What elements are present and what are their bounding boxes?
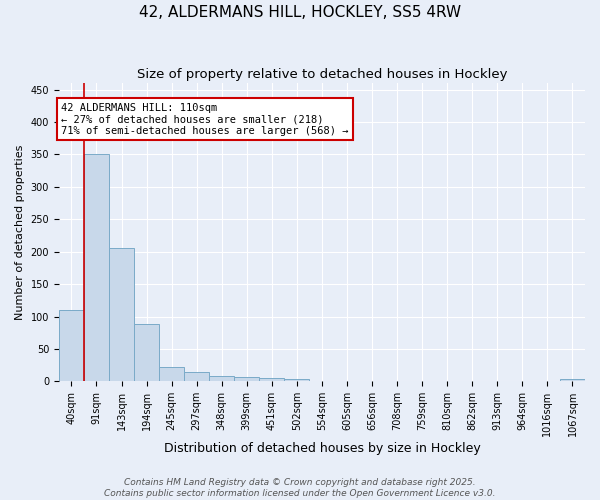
Text: 42 ALDERMANS HILL: 110sqm
← 27% of detached houses are smaller (218)
71% of semi: 42 ALDERMANS HILL: 110sqm ← 27% of detac… xyxy=(61,102,349,136)
Bar xyxy=(284,380,310,382)
Title: Size of property relative to detached houses in Hockley: Size of property relative to detached ho… xyxy=(137,68,507,80)
Text: 42, ALDERMANS HILL, HOCKLEY, SS5 4RW: 42, ALDERMANS HILL, HOCKLEY, SS5 4RW xyxy=(139,5,461,20)
Bar xyxy=(184,372,209,382)
Y-axis label: Number of detached properties: Number of detached properties xyxy=(15,144,25,320)
Bar xyxy=(560,380,585,382)
Bar xyxy=(59,310,84,382)
Bar xyxy=(134,324,159,382)
Bar xyxy=(209,376,234,382)
Bar xyxy=(259,378,284,382)
Bar xyxy=(84,154,109,382)
Text: Contains HM Land Registry data © Crown copyright and database right 2025.
Contai: Contains HM Land Registry data © Crown c… xyxy=(104,478,496,498)
X-axis label: Distribution of detached houses by size in Hockley: Distribution of detached houses by size … xyxy=(164,442,481,455)
Bar xyxy=(159,367,184,382)
Bar xyxy=(109,248,134,382)
Bar xyxy=(234,377,259,382)
